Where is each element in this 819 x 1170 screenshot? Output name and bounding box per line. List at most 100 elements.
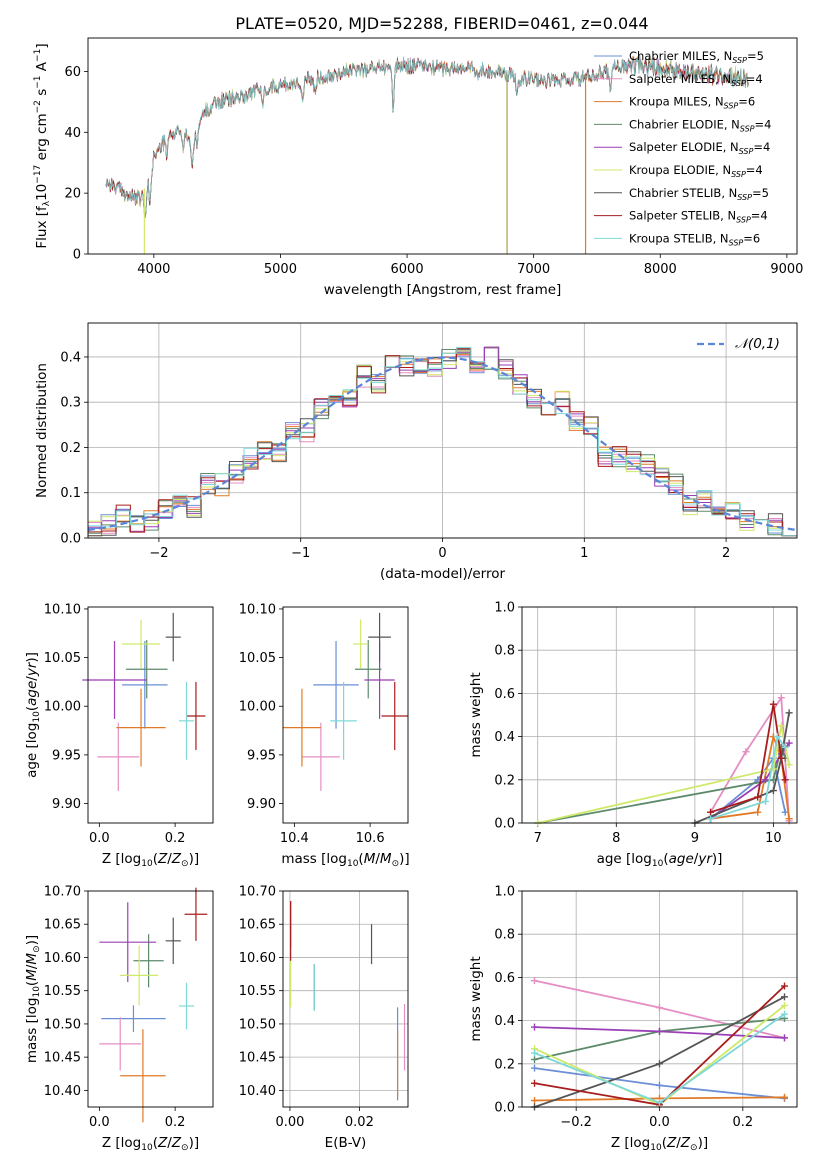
y-tick-label: 0.8 <box>494 644 515 659</box>
y-tick-label: 0.6 <box>494 971 515 986</box>
y-axis-label: age [log10(age/yr)] <box>24 652 42 778</box>
x-tick-label: 9 <box>691 831 699 846</box>
x-tick-label: 4000 <box>137 262 170 277</box>
normal-curve <box>88 356 797 532</box>
legend: Chabrier MILES, NSSP=5 Salpeter MILES, NS… <box>594 49 771 247</box>
y-tick-label: 10.10 <box>239 602 276 617</box>
x-tick-label: 0.2 <box>165 831 186 846</box>
y-tick-label: 60 <box>64 65 81 80</box>
weight-z-panel: −0.2 0.0 0.2 0.0 0.2 0.4 0.6 0.8 1.0 Z [log10(Z/Z… <box>468 885 798 1153</box>
y-tick-label: 0.2 <box>494 773 515 788</box>
axes-frame <box>87 322 798 539</box>
histogram-kroupa-elodie <box>88 350 797 537</box>
weight-line <box>537 725 790 824</box>
x-tick-label: 10.4 <box>280 831 309 846</box>
y-tick-label: 0.2 <box>494 1057 515 1072</box>
y-tick-label: 10.40 <box>239 1084 276 1099</box>
y-tick-label: 0.0 <box>60 532 81 547</box>
legend-label: Salpeter MILES, NSSP=4 <box>629 72 763 88</box>
y-tick-label: 10.40 <box>44 1084 81 1099</box>
x-axis-label: wavelength [Angstrom, rest frame] <box>324 282 562 298</box>
legend-label: Kroupa MILES, NSSP=6 <box>629 95 755 111</box>
x-tick-label: 0.2 <box>165 1115 186 1130</box>
legend-label: Kroupa ELODIE, NSSP=4 <box>629 163 763 179</box>
y-tick-label: 10.10 <box>44 602 81 617</box>
x-tick-label: −2 <box>149 546 168 561</box>
y-tick-label: 9.95 <box>52 748 81 763</box>
x-axis-label: E(B-V) <box>325 1135 367 1151</box>
histogram-chabrier-elodie <box>88 346 797 537</box>
y-tick-label: 0.0 <box>494 1101 515 1116</box>
axes-frame <box>87 37 798 255</box>
legend-label: Chabrier STELIB, NSSP=5 <box>629 186 769 202</box>
spectrum-line-kroupa-stelib <box>105 56 749 218</box>
x-axis-label: Z [log10(Z/Z⊙)] <box>102 1135 199 1153</box>
x-axis-label: Z [log10(Z/Z⊙)] <box>102 851 199 869</box>
weight-line <box>537 744 787 824</box>
legend-label: Salpeter STELIB, NSSP=4 <box>629 209 768 225</box>
y-tick-label: 10.65 <box>239 918 276 933</box>
spectrum-panel: 4000 5000 6000 7000 8000 9000 0 20 40 60 wavelengt… <box>33 37 803 298</box>
plot-area: 4000 5000 6000 7000 8000 90000204060wavelengt… <box>24 37 803 1153</box>
mass-ebv-panel: 0.00 0.02 10.40 10.45 10.50 10.55 10.60 10.65 10… <box>239 885 409 1151</box>
weight-age-panel: 7 8 9 10 0.0 0.2 0.4 0.6 0.8 1.0 age [log10(age/yr… <box>468 601 798 869</box>
y-tick-label: 0 <box>73 248 81 263</box>
x-tick-label: −0.2 <box>560 1115 592 1130</box>
x-axis-label: mass [log10(M/M⊙)] <box>281 851 409 869</box>
y-tick-label: 0.0 <box>494 817 515 832</box>
y-tick-label: 0.2 <box>60 441 81 456</box>
y-tick-label: 10.60 <box>44 951 81 966</box>
y-tick-label: 10.00 <box>44 700 81 715</box>
y-tick-label: 10.50 <box>44 1017 81 1032</box>
x-tick-label: 9000 <box>770 262 803 277</box>
y-tick-label: 1.0 <box>494 601 515 616</box>
axes-frame <box>521 606 798 824</box>
y-tick-label: 20 <box>64 187 81 202</box>
spectrum-lines <box>105 55 749 254</box>
x-axis-label: age [log10(age/yr)] <box>597 851 723 869</box>
x-tick-label: 2 <box>722 546 730 561</box>
y-tick-label: 10.55 <box>44 984 81 999</box>
x-tick-label: 0.0 <box>89 1115 110 1130</box>
y-tick-label: 10.65 <box>44 918 81 933</box>
x-axis-label: Z [log10(Z/Z⊙)] <box>611 1135 708 1153</box>
y-tick-label: 10.00 <box>239 700 276 715</box>
x-tick-label: 5000 <box>264 262 297 277</box>
y-axis-label: Flux [fλ10−17 erg cm−2 s−1 A−1] <box>33 43 52 248</box>
y-tick-label: 0.4 <box>60 350 81 365</box>
y-tick-label: 10.70 <box>239 885 276 900</box>
y-tick-label: 9.90 <box>52 797 81 812</box>
x-tick-label: 6000 <box>391 262 424 277</box>
y-tick-label: 10.45 <box>239 1051 276 1066</box>
y-tick-label: 0.8 <box>494 928 515 943</box>
y-tick-label: 9.90 <box>247 797 276 812</box>
weight-line <box>694 712 790 824</box>
x-tick-label: 7000 <box>517 262 550 277</box>
legend-label: Chabrier ELODIE, NSSP=4 <box>629 117 771 133</box>
histograms <box>88 346 797 537</box>
legend-label: 𝒩(0,1) <box>735 336 780 352</box>
x-tick-label: 0.0 <box>649 1115 670 1130</box>
age-z-panel: 0.0 0.2 9.90 9.95 10.00 10.05 10.10 Z [log10(Z/… <box>24 602 214 869</box>
y-axis-label: mass weight <box>468 956 484 1041</box>
residuals-panel: −2 −1 0 1 2 0.0 0.1 0.2 0.3 0.4 (data-model)/error… <box>34 322 798 582</box>
y-tick-label: 40 <box>64 126 81 141</box>
histogram-kroupa-stelib <box>88 346 797 537</box>
y-tick-label: 10.05 <box>44 651 81 666</box>
x-tick-label: 8 <box>612 831 620 846</box>
x-tick-label: 10 <box>765 831 782 846</box>
weight-line <box>710 734 786 820</box>
y-tick-label: 10.60 <box>239 951 276 966</box>
x-tick-label: 1 <box>580 546 588 561</box>
y-tick-label: 10.50 <box>239 1017 276 1032</box>
y-tick-label: 0.6 <box>494 687 515 702</box>
y-tick-label: 0.1 <box>60 486 81 501</box>
x-tick-label: 0 <box>438 546 446 561</box>
y-tick-label: 10.05 <box>239 651 276 666</box>
mass-z-panel: 0.0 0.2 10.40 10.45 10.50 10.55 10.60 10.65 10.7… <box>24 885 214 1153</box>
x-tick-label: −1 <box>291 546 310 561</box>
y-axis-label: mass weight <box>468 672 484 757</box>
y-tick-label: 0.3 <box>60 396 81 411</box>
legend-label: Salpeter ELODIE, NSSP=4 <box>629 140 770 156</box>
